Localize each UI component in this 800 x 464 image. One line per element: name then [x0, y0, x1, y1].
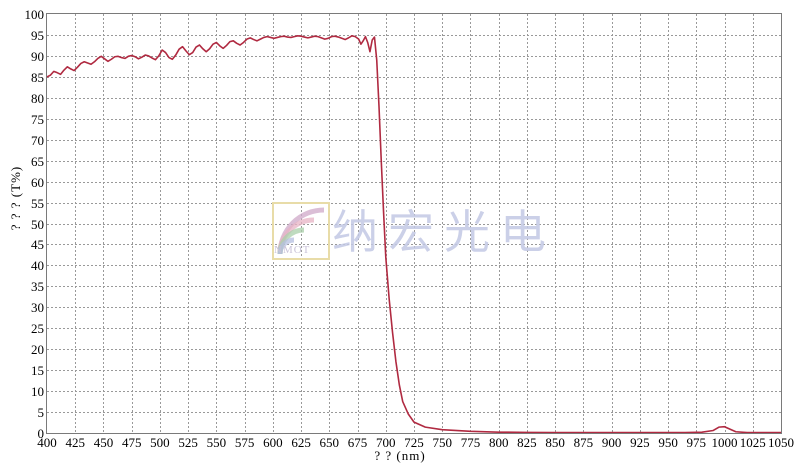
x-tick-550: 550 — [206, 435, 227, 450]
x-tick-650: 650 — [319, 435, 340, 450]
x-tick-1000: 1000 — [711, 435, 738, 450]
x-tick-1050: 1050 — [768, 435, 794, 450]
y-tick-80: 80 — [31, 90, 44, 106]
x-tick-425: 425 — [65, 435, 85, 450]
x-tick-925: 925 — [630, 435, 650, 450]
y-tick-85: 85 — [31, 69, 44, 85]
x-tick-450: 450 — [93, 435, 114, 450]
y-tick-90: 90 — [31, 48, 44, 64]
x-tick-700: 700 — [376, 435, 396, 450]
x-tick-475: 475 — [121, 435, 142, 450]
y-tick-100: 100 — [24, 7, 45, 22]
y-tick-50: 50 — [31, 216, 44, 232]
x-tick-875: 875 — [573, 435, 594, 450]
x-tick-600: 600 — [263, 435, 283, 450]
plot-area — [46, 13, 782, 434]
x-tick-725: 725 — [404, 435, 424, 450]
y-tick-45: 45 — [31, 237, 44, 253]
y-tick-25: 25 — [31, 321, 44, 337]
x-tick-500: 500 — [150, 435, 170, 450]
y-tick-55: 55 — [31, 195, 44, 211]
x-tick-900: 900 — [601, 435, 622, 450]
y-tick-70: 70 — [31, 132, 44, 148]
y-tick-5: 5 — [37, 405, 45, 421]
y-tick-0: 0 — [37, 426, 45, 441]
y-tick-75: 75 — [31, 111, 44, 127]
y-tick-65: 65 — [31, 153, 44, 169]
y-tick-35: 35 — [31, 279, 44, 295]
x-tick-750: 750 — [432, 435, 452, 450]
x-tick-850: 850 — [545, 435, 565, 450]
x-tick-775: 775 — [460, 435, 481, 450]
y-tick-60: 60 — [31, 174, 44, 190]
x-axis-title: ? ? (nm) — [374, 448, 426, 463]
x-tick-1025: 1025 — [739, 435, 766, 450]
x-tick-675: 675 — [347, 435, 368, 450]
x-tick-950: 950 — [658, 435, 678, 450]
x-tick-400: 400 — [37, 435, 57, 450]
y-tick-10: 10 — [31, 384, 44, 400]
x-tick-975: 975 — [686, 435, 707, 450]
x-tick-575: 575 — [234, 435, 255, 450]
x-tick-825: 825 — [517, 435, 537, 450]
series-line-transmittance — [47, 34, 781, 433]
x-tick-525: 525 — [178, 435, 198, 450]
y-tick-95: 95 — [31, 27, 44, 43]
x-tick-625: 625 — [291, 435, 311, 450]
y-tick-20: 20 — [31, 342, 44, 358]
x-tick-800: 800 — [488, 435, 509, 450]
y-axis-tick-labels: 0 5 10 15 20 25 30 35 40 45 50 55 60 65 70 75 80 85 90 95 10… — [0, 0, 45, 464]
y-tick-30: 30 — [31, 300, 44, 316]
gridlines — [47, 14, 781, 433]
y-tick-40: 40 — [31, 258, 44, 274]
y-tick-15: 15 — [31, 363, 44, 379]
plot-svg — [47, 14, 781, 433]
